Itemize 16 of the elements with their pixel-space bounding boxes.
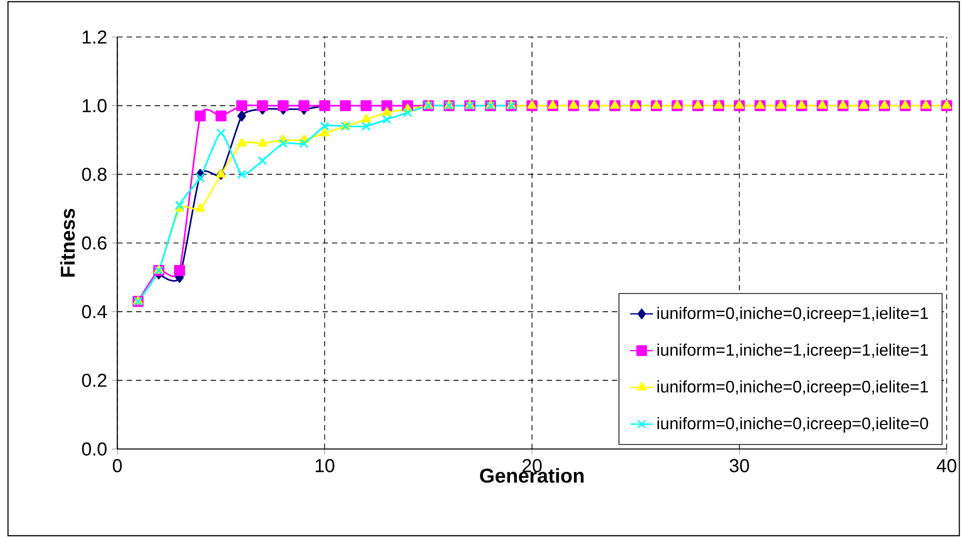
y-tick-label: 0.2: [82, 374, 106, 387]
y-tick-label: 0.0: [82, 442, 107, 456]
x-tick-label: 10: [316, 459, 334, 472]
legend-label: iuniform=1,iniche=1,icreep=1,ielite=1: [657, 344, 928, 360]
y-tick-label: 1.2: [82, 30, 106, 44]
y-tick-label: 1.0: [82, 99, 107, 112]
legend-label: iuniform=0,iniche=0,icreep=0,ielite=1: [657, 380, 928, 396]
y-tick-label: 0.6: [82, 236, 106, 250]
y-tick-label: 0.8: [82, 168, 106, 181]
legend-label: iuniform=0,iniche=0,icreep=0,ielite=0: [657, 417, 928, 433]
y-tick-label: 0.4: [82, 305, 107, 318]
x-tick-label: 40: [936, 459, 956, 472]
x-tick-label: 0: [112, 459, 122, 472]
legend-label: iuniform=0,iniche=0,icreep=1,ielite=1: [657, 306, 928, 322]
y-axis-title: Fitness: [60, 208, 75, 277]
x-tick-label: 30: [730, 459, 749, 472]
